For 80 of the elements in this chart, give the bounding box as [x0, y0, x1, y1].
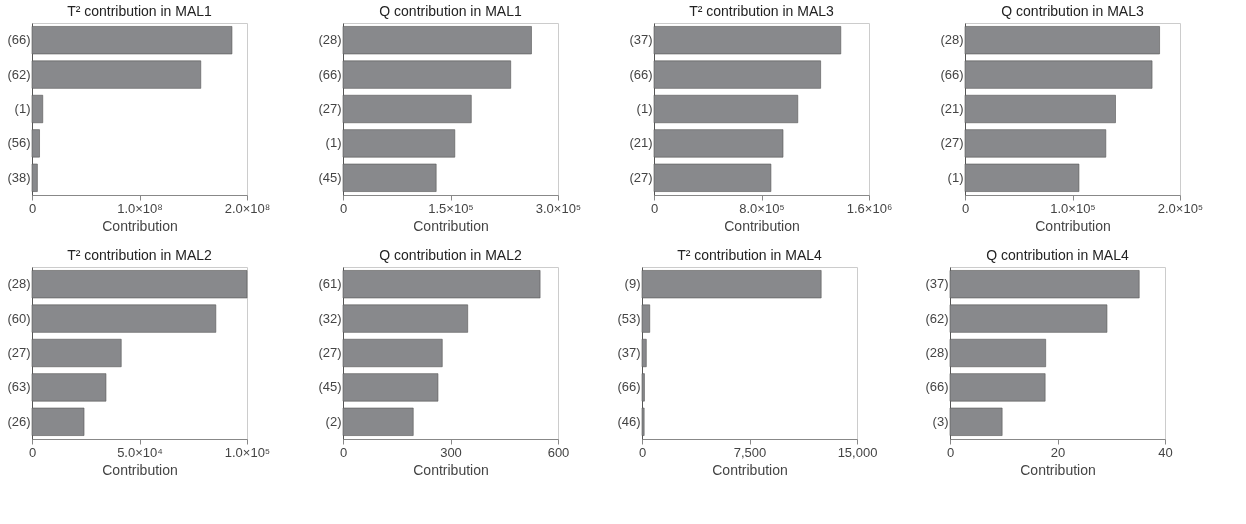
x-axis-title: Contribution	[1020, 461, 1096, 478]
x-tick-label: 40	[1158, 444, 1173, 460]
chart-title: T² contribution in MAL4	[677, 247, 823, 263]
y-tick-label: (27)	[629, 169, 653, 185]
y-tick-label: (37)	[629, 32, 653, 48]
y-tick-label: (28)	[7, 276, 31, 292]
x-tick-label: 0	[28, 200, 37, 216]
x-tick-label: 0	[28, 444, 37, 460]
y-tick-label: (1)	[14, 101, 31, 116]
chart-title: T² contribution in MAL3	[689, 3, 835, 19]
x-axis-title: Contribution	[724, 217, 800, 234]
y-tick-label: (56)	[7, 135, 31, 151]
x-tick-label: 8.0×10⁵	[739, 200, 785, 216]
x-axis-title: Contribution	[1035, 217, 1111, 234]
x-tick-label: 7,500	[733, 444, 767, 460]
y-tick-label: (60)	[7, 310, 31, 326]
y-tick-label: (28)	[318, 32, 342, 48]
x-tick-label: 1.6×10⁶	[846, 200, 893, 216]
x-tick-label: 0	[650, 200, 659, 216]
y-tick-label: (1)	[947, 169, 964, 185]
x-tick-label: 3.0×10⁵	[535, 200, 582, 216]
y-tick-label: (66)	[318, 66, 342, 82]
x-tick-label: 1.0×10⁵	[1050, 200, 1096, 216]
y-tick-label: (26)	[7, 413, 31, 429]
x-tick-label: 1.0×10⁸	[117, 200, 163, 216]
chart-title: Q contribution in MAL1	[379, 3, 522, 19]
x-tick-label: 15,000	[837, 444, 878, 460]
x-axis-title: Contribution	[102, 461, 178, 478]
x-tick-label: 1.0×10⁵	[224, 444, 271, 460]
chart-title: Q contribution in MAL4	[986, 247, 1129, 263]
x-tick-label: 20	[1050, 444, 1066, 460]
x-axis-title: Contribution	[102, 217, 178, 234]
x-axis-title: Contribution	[413, 217, 489, 234]
y-tick-label: (38)	[7, 169, 31, 185]
y-tick-label: (21)	[940, 101, 964, 116]
chart-title: Q contribution in MAL3	[1001, 3, 1144, 19]
x-axis-title: Contribution	[413, 461, 489, 478]
y-tick-label: (62)	[925, 310, 949, 326]
y-tick-label: (28)	[925, 345, 949, 360]
y-tick-label: (66)	[629, 66, 653, 82]
x-tick-label: 0	[638, 444, 647, 460]
x-axis-title: Contribution	[712, 461, 788, 478]
y-tick-label: (9)	[624, 276, 641, 292]
y-tick-label: (32)	[318, 310, 342, 326]
y-tick-label: (27)	[7, 345, 31, 360]
x-tick-label: 5.0×10⁴	[117, 444, 163, 460]
y-tick-label: (66)	[940, 66, 964, 82]
chart-title: Q contribution in MAL2	[379, 247, 522, 263]
x-tick-label: 0	[961, 200, 970, 216]
x-tick-label: 1.5×10⁵	[428, 200, 474, 216]
x-tick-label: 2.0×10⁵	[1157, 200, 1204, 216]
y-tick-label: (66)	[617, 379, 641, 395]
chart-title: T² contribution in MAL2	[67, 247, 213, 263]
x-tick-label: 0	[339, 444, 348, 460]
x-tick-label: 600	[547, 444, 570, 460]
y-tick-label: (46)	[617, 413, 641, 429]
y-tick-label: (27)	[318, 345, 342, 360]
y-tick-label: (45)	[318, 169, 342, 185]
y-tick-label: (66)	[925, 379, 949, 395]
x-tick-label: 2.0×10⁸	[224, 200, 271, 216]
y-tick-label: (2)	[325, 413, 342, 429]
y-tick-label: (37)	[617, 345, 641, 360]
x-tick-label: 0	[946, 444, 955, 460]
y-tick-label: (27)	[940, 135, 964, 151]
y-tick-label: (1)	[325, 135, 342, 151]
y-tick-label: (3)	[932, 413, 949, 429]
x-tick-label: 300	[440, 444, 462, 460]
y-tick-label: (53)	[617, 310, 641, 326]
y-tick-label: (63)	[7, 379, 31, 395]
y-tick-label: (62)	[7, 66, 31, 82]
y-tick-label: (28)	[940, 32, 964, 48]
y-tick-label: (66)	[7, 32, 31, 48]
y-tick-label: (21)	[629, 135, 653, 151]
y-tick-label: (27)	[318, 101, 342, 116]
y-tick-label: (61)	[318, 276, 342, 292]
y-tick-label: (45)	[318, 379, 342, 395]
y-tick-label: (1)	[636, 101, 653, 116]
chart-title: T² contribution in MAL1	[67, 3, 213, 19]
y-tick-label: (37)	[925, 276, 949, 292]
x-tick-label: 0	[339, 200, 348, 216]
